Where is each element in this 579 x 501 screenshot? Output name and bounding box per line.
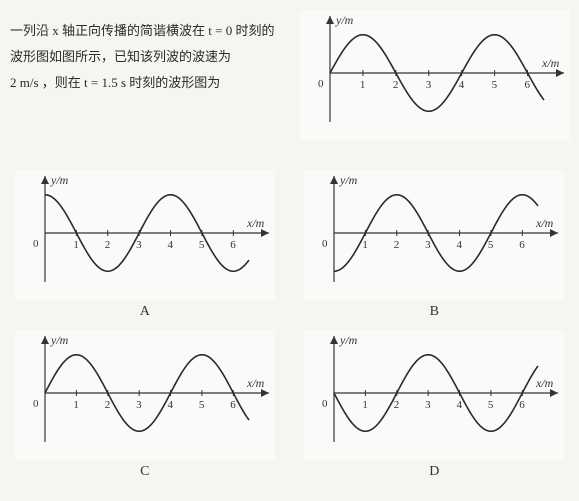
label-D: D bbox=[429, 464, 439, 480]
main-chart: y/m x/m 0 1 2 3 4 5 6 bbox=[300, 10, 570, 140]
label-A: A bbox=[140, 304, 150, 320]
svg-text:0: 0 bbox=[322, 238, 328, 250]
label-C: C bbox=[140, 464, 149, 480]
svg-text:4: 4 bbox=[459, 79, 465, 91]
svg-text:x/m: x/m bbox=[541, 56, 560, 70]
svg-text:2: 2 bbox=[394, 399, 400, 411]
svg-text:5: 5 bbox=[199, 399, 205, 411]
svg-text:y/m: y/m bbox=[339, 173, 358, 187]
label-B: B bbox=[430, 304, 439, 320]
wave-C-svg: y/m x/m 0 1 2 3 4 5 6 bbox=[15, 330, 275, 460]
svg-text:y/m: y/m bbox=[335, 13, 354, 27]
svg-text:x/m: x/m bbox=[246, 216, 265, 230]
svg-text:x/m: x/m bbox=[535, 376, 554, 390]
q-line3: 2 m/s ，则在 t = 1.5 s 时刻的波形图为 bbox=[10, 75, 220, 90]
svg-text:3: 3 bbox=[425, 239, 431, 251]
svg-text:1: 1 bbox=[363, 239, 369, 251]
svg-text:6: 6 bbox=[230, 239, 236, 251]
option-D: y/m x/m 0 1 2 3 4 5 6 D bbox=[300, 330, 570, 480]
wave-A-svg: y/m x/m 0 1 2 3 4 5 6 bbox=[15, 170, 275, 300]
svg-text:4: 4 bbox=[167, 239, 173, 251]
svg-text:6: 6 bbox=[520, 239, 526, 251]
svg-text:2: 2 bbox=[394, 239, 400, 251]
svg-text:y/m: y/m bbox=[50, 173, 69, 187]
q-line2: 波形图如图所示，已知该列波的波速为 bbox=[10, 49, 231, 64]
svg-text:0: 0 bbox=[322, 398, 328, 410]
svg-text:0: 0 bbox=[33, 238, 39, 250]
svg-text:6: 6 bbox=[525, 79, 531, 91]
options-grid: y/m x/m 0 1 2 3 4 5 6 A y/m x/m 0 1 2 3 4 5 6 B y/m x/m 0 1… bbox=[10, 170, 569, 480]
svg-text:x/m: x/m bbox=[246, 376, 265, 390]
svg-text:4: 4 bbox=[457, 399, 463, 411]
svg-text:3: 3 bbox=[136, 399, 142, 411]
svg-text:5: 5 bbox=[199, 239, 205, 251]
svg-text:6: 6 bbox=[230, 399, 236, 411]
question-text: 一列沿 x 轴正向传播的简谐横波在 t = 0 时刻的 波形图如图所示，已知该列… bbox=[10, 10, 290, 96]
svg-text:1: 1 bbox=[360, 79, 366, 91]
svg-text:6: 6 bbox=[520, 399, 526, 411]
option-B: y/m x/m 0 1 2 3 4 5 6 B bbox=[300, 170, 570, 320]
svg-text:y/m: y/m bbox=[50, 333, 69, 347]
option-C: y/m x/m 0 1 2 3 4 5 6 C bbox=[10, 330, 280, 480]
svg-text:2: 2 bbox=[105, 239, 111, 251]
top-section: 一列沿 x 轴正向传播的简谐横波在 t = 0 时刻的 波形图如图所示，已知该列… bbox=[10, 10, 569, 140]
svg-text:0: 0 bbox=[33, 398, 39, 410]
svg-text:1: 1 bbox=[73, 399, 79, 411]
svg-text:4: 4 bbox=[167, 399, 173, 411]
option-A: y/m x/m 0 1 2 3 4 5 6 A bbox=[10, 170, 280, 320]
svg-text:2: 2 bbox=[105, 399, 111, 411]
svg-text:5: 5 bbox=[488, 239, 494, 251]
svg-text:1: 1 bbox=[73, 239, 79, 251]
svg-text:3: 3 bbox=[426, 79, 432, 91]
svg-text:5: 5 bbox=[488, 399, 494, 411]
svg-text:5: 5 bbox=[492, 79, 498, 91]
svg-text:x/m: x/m bbox=[535, 216, 554, 230]
wave-B-svg: y/m x/m 0 1 2 3 4 5 6 bbox=[304, 170, 564, 300]
svg-text:y/m: y/m bbox=[339, 333, 358, 347]
svg-text:0: 0 bbox=[318, 78, 324, 90]
svg-text:1: 1 bbox=[363, 399, 369, 411]
svg-text:2: 2 bbox=[393, 79, 399, 91]
svg-text:4: 4 bbox=[457, 239, 463, 251]
wave-D-svg: y/m x/m 0 1 2 3 4 5 6 bbox=[304, 330, 564, 460]
main-wave-svg: y/m x/m 0 1 2 3 4 5 6 bbox=[300, 10, 570, 140]
q-line1: 一列沿 x 轴正向传播的简谐横波在 t = 0 时刻的 bbox=[10, 23, 274, 38]
svg-text:3: 3 bbox=[136, 239, 142, 251]
svg-text:3: 3 bbox=[425, 399, 431, 411]
